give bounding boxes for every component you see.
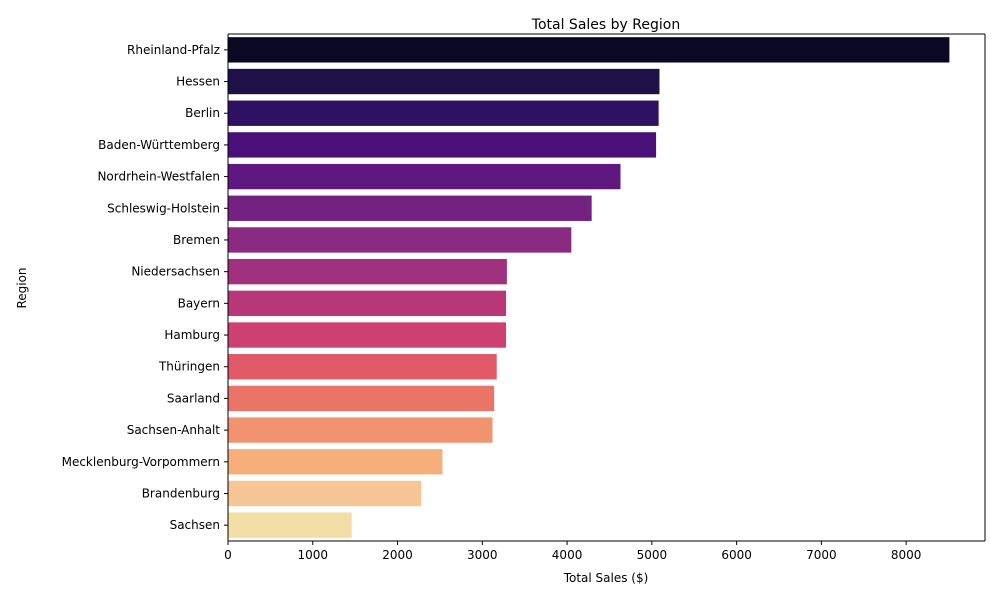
y-tick-label: Berlin: [185, 106, 220, 120]
bar: [228, 322, 507, 348]
x-tick-label: 6000: [721, 548, 752, 562]
x-tick-label: 2000: [382, 548, 413, 562]
bar: [228, 132, 657, 158]
bar: [228, 163, 621, 190]
y-tick-label: Baden-Württemberg: [98, 138, 220, 152]
x-tick-label: 7000: [806, 548, 837, 562]
y-axis-label: Region: [15, 267, 29, 308]
y-tick-label: Brandenburg: [142, 486, 220, 500]
y-tick-label: Schleswig-Holstein: [107, 201, 220, 215]
bar: [228, 354, 497, 380]
bar: [228, 290, 507, 317]
x-tick-label: 1000: [297, 548, 328, 562]
bar: [228, 385, 495, 412]
y-tick-label: Sachsen-Anhalt: [127, 423, 221, 437]
y-tick-label: Sachsen: [170, 518, 220, 532]
y-tick-label: Saarland: [167, 391, 220, 405]
y-tick-label: Bayern: [178, 296, 220, 310]
bar: [228, 68, 660, 95]
y-axis-ticks: Rheinland-Pfalz Hessen Berlin Baden-Württem…: [62, 43, 228, 532]
bar: [228, 227, 572, 253]
x-tick-label: 8000: [891, 548, 922, 562]
x-tick-label: 4000: [552, 548, 583, 562]
bar: [228, 480, 422, 507]
x-tick-label: 3000: [467, 548, 498, 562]
y-tick-label: Hessen: [176, 75, 220, 89]
bar: [228, 512, 352, 538]
chart-title: Total Sales by Region: [531, 17, 680, 33]
bar: [228, 195, 592, 221]
bar: [228, 258, 507, 285]
bar: [228, 100, 659, 126]
bar: [228, 417, 493, 443]
y-tick-label: Rheinland-Pfalz: [127, 43, 220, 57]
x-tick-label: 5000: [637, 548, 668, 562]
x-axis-label: Total Sales ($): [563, 571, 649, 585]
y-tick-label: Bremen: [173, 233, 220, 247]
y-tick-label: Niedersachsen: [131, 265, 220, 279]
bars-group: [228, 37, 950, 538]
bar: [228, 449, 443, 475]
x-tick-label: 0: [224, 548, 232, 562]
bar: [228, 37, 950, 63]
y-tick-label: Hamburg: [164, 328, 220, 342]
x-axis-ticks: 0 1000 2000 3000 4000 5000 6000 7000 8000: [224, 541, 921, 562]
y-tick-label: Nordrhein-Westfalen: [97, 170, 220, 184]
y-tick-label: Mecklenburg-Vorpommern: [62, 455, 220, 469]
y-tick-label: Thüringen: [158, 360, 220, 374]
